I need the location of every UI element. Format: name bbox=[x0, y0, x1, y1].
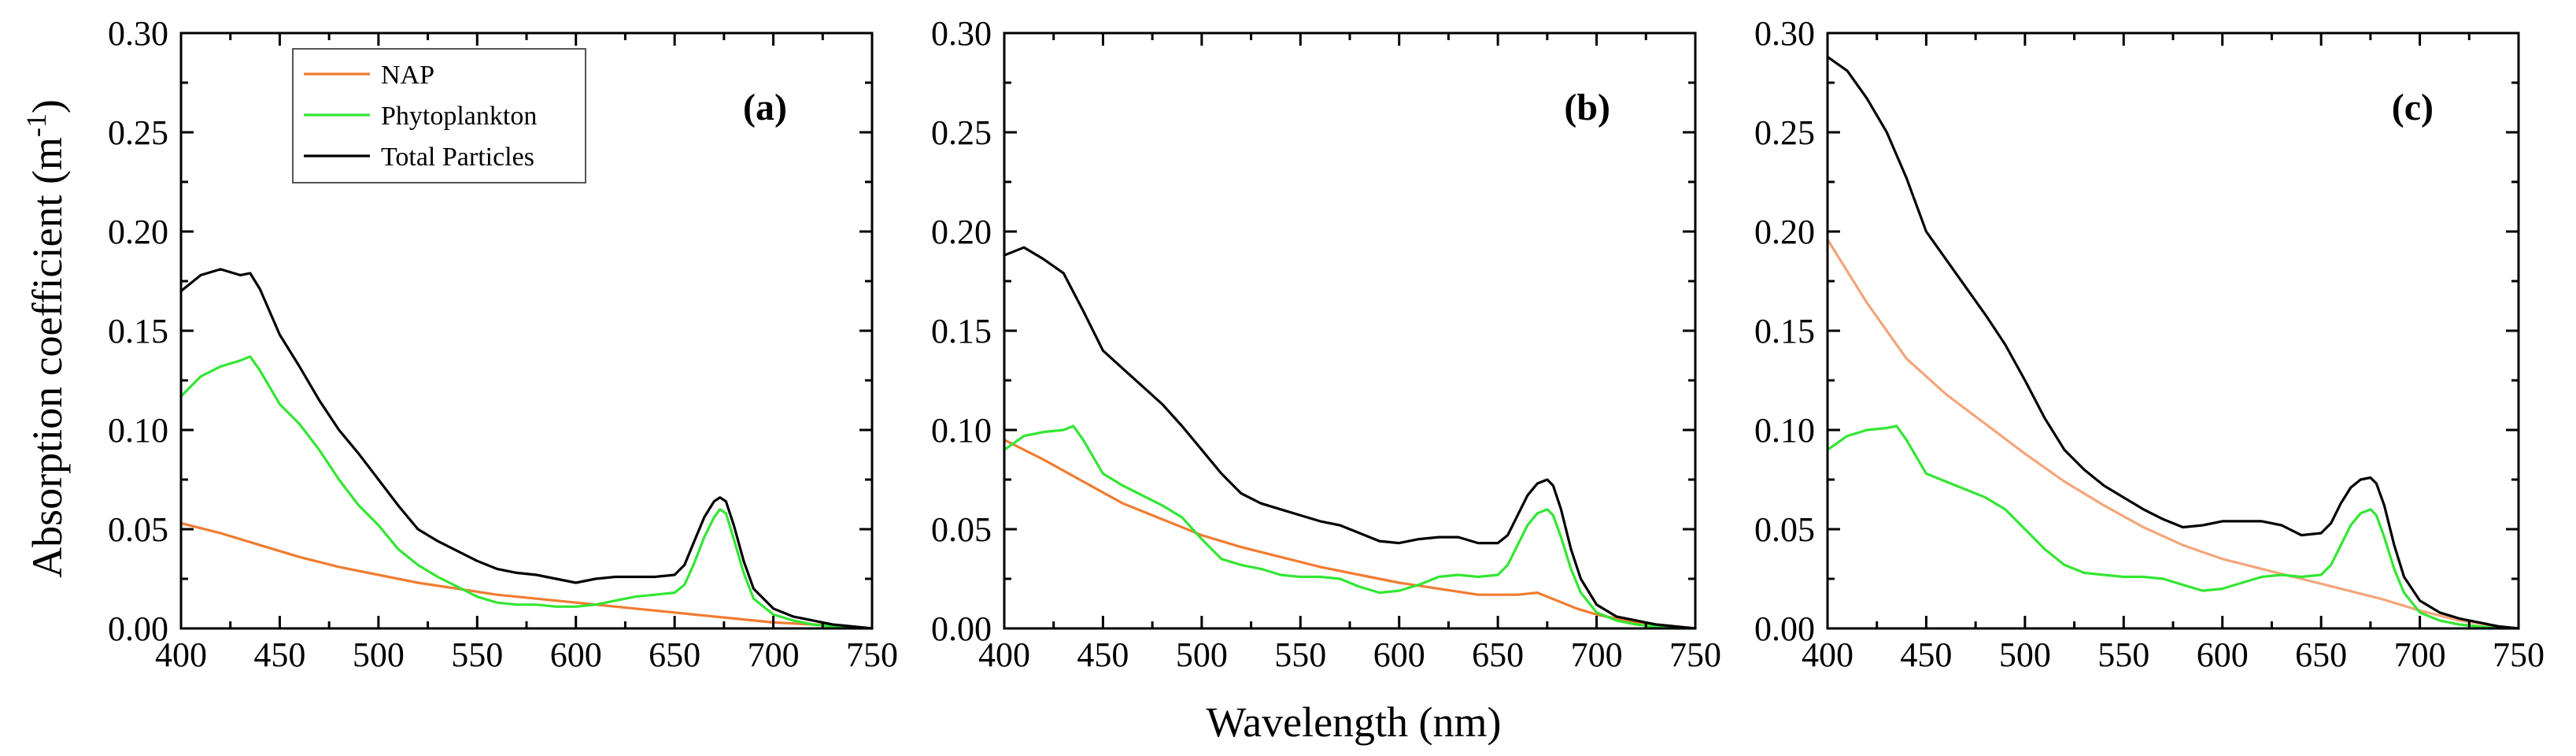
y-tick-label: 0.30 bbox=[931, 14, 992, 53]
x-tick-label: 500 bbox=[353, 636, 405, 674]
x-tick-label: 450 bbox=[1900, 636, 1952, 674]
panel-c: 400 450 500 550 600 650 700 750 0.00 0.05 0.10 0.15… bbox=[1754, 14, 2545, 674]
x-tick-label: 400 bbox=[978, 636, 1030, 674]
y-tick-label: 0.20 bbox=[108, 213, 168, 251]
y-tick-label: 0.30 bbox=[108, 14, 168, 53]
y-axis-title-main: Absorption coefficient (m bbox=[24, 137, 71, 578]
x-tick-label: 700 bbox=[748, 636, 800, 674]
y-tick-label: 0.15 bbox=[931, 312, 992, 350]
y-tick-label: 0.20 bbox=[931, 213, 992, 251]
x-tick-label: 500 bbox=[1176, 636, 1228, 674]
legend-label-nap: NAP bbox=[381, 61, 434, 90]
x-tick-label: 750 bbox=[2493, 636, 2545, 674]
x-tick-label: 450 bbox=[1077, 636, 1129, 674]
y-tick-label: 0.00 bbox=[1754, 610, 1815, 648]
y-axis-title-superscript: -1 bbox=[20, 113, 52, 137]
y-axis-title-tail: ) bbox=[24, 99, 71, 113]
x-tick-label: 650 bbox=[2295, 636, 2347, 674]
y-tick-label: 0.15 bbox=[108, 312, 168, 350]
x-tick-label: 650 bbox=[649, 636, 700, 674]
panel-label: (a) bbox=[743, 87, 787, 128]
y-tick-label: 0.10 bbox=[931, 411, 992, 450]
series-line-total-particles bbox=[1003, 246, 1697, 630]
x-tick-label: 700 bbox=[1571, 636, 1623, 674]
series-line-nap bbox=[1826, 238, 2520, 630]
series-group bbox=[179, 268, 874, 630]
x-tick-label: 450 bbox=[253, 636, 305, 674]
x-tick-label: 700 bbox=[2394, 636, 2446, 674]
panel-label: (b) bbox=[1564, 87, 1610, 128]
y-tick-label: 0.10 bbox=[1754, 411, 1815, 450]
series-line-phytoplankton bbox=[1826, 424, 2520, 630]
x-tick-label: 400 bbox=[155, 636, 207, 674]
series-line-nap bbox=[179, 521, 874, 630]
x-tick-label: 550 bbox=[1274, 636, 1326, 674]
series-group bbox=[1826, 55, 2520, 630]
legend-label-total-particles: Total Particles bbox=[381, 143, 534, 172]
x-tick-label: 550 bbox=[451, 636, 503, 674]
x-tick-label: 750 bbox=[846, 636, 898, 674]
y-tick-label: 0.25 bbox=[1754, 113, 1815, 152]
y-tick-label: 0.00 bbox=[931, 610, 992, 648]
y-tick-label: 0.00 bbox=[108, 610, 168, 648]
series-line-total-particles bbox=[1826, 55, 2520, 630]
series-line-nap bbox=[1003, 438, 1697, 630]
series-group bbox=[1003, 246, 1697, 630]
x-tick-label: 650 bbox=[1472, 636, 1524, 674]
chart-panels: 400 450 500 550 600 650 700 750 0.00 0.05 0.10 0.15… bbox=[108, 14, 2545, 674]
x-tick-label: 600 bbox=[550, 636, 602, 674]
y-axis-title: Absorption coefficient (m-1) bbox=[20, 99, 71, 578]
x-tick-label: 550 bbox=[2097, 636, 2149, 674]
y-tick-label: 0.25 bbox=[108, 113, 168, 152]
x-tick-label: 750 bbox=[1669, 636, 1721, 674]
x-tick-label: 600 bbox=[1373, 636, 1425, 674]
y-tick-label: 0.30 bbox=[1754, 14, 1815, 53]
series-line-phytoplankton bbox=[1003, 424, 1697, 630]
x-tick-label: 400 bbox=[1802, 636, 1853, 674]
panel-a: 400 450 500 550 600 650 700 750 0.00 0.05 0.10 0.15… bbox=[108, 14, 898, 674]
y-tick-label: 0.05 bbox=[1754, 510, 1815, 549]
y-tick-label: 0.25 bbox=[931, 113, 992, 152]
y-tick-label: 0.05 bbox=[108, 510, 168, 549]
legend: NAP Phytoplankton Total Particles bbox=[292, 48, 586, 183]
y-tick-label: 0.10 bbox=[108, 411, 168, 450]
panel-label: (c) bbox=[2392, 87, 2434, 128]
series-line-total-particles bbox=[179, 268, 874, 630]
x-axis-title: Wavelength (nm) bbox=[1206, 699, 1501, 746]
series-line-phytoplankton bbox=[179, 355, 874, 630]
x-tick-label: 600 bbox=[2197, 636, 2249, 674]
x-tick-label: 500 bbox=[1999, 636, 2051, 674]
y-tick-label: 0.15 bbox=[1754, 312, 1815, 350]
y-tick-label: 0.05 bbox=[931, 510, 992, 549]
panel-b: 400 450 500 550 600 650 700 750 0.00 0.05 0.10 0.15… bbox=[931, 14, 1721, 674]
legend-label-phytoplankton: Phytoplankton bbox=[381, 102, 537, 131]
y-tick-label: 0.20 bbox=[1754, 213, 1815, 251]
